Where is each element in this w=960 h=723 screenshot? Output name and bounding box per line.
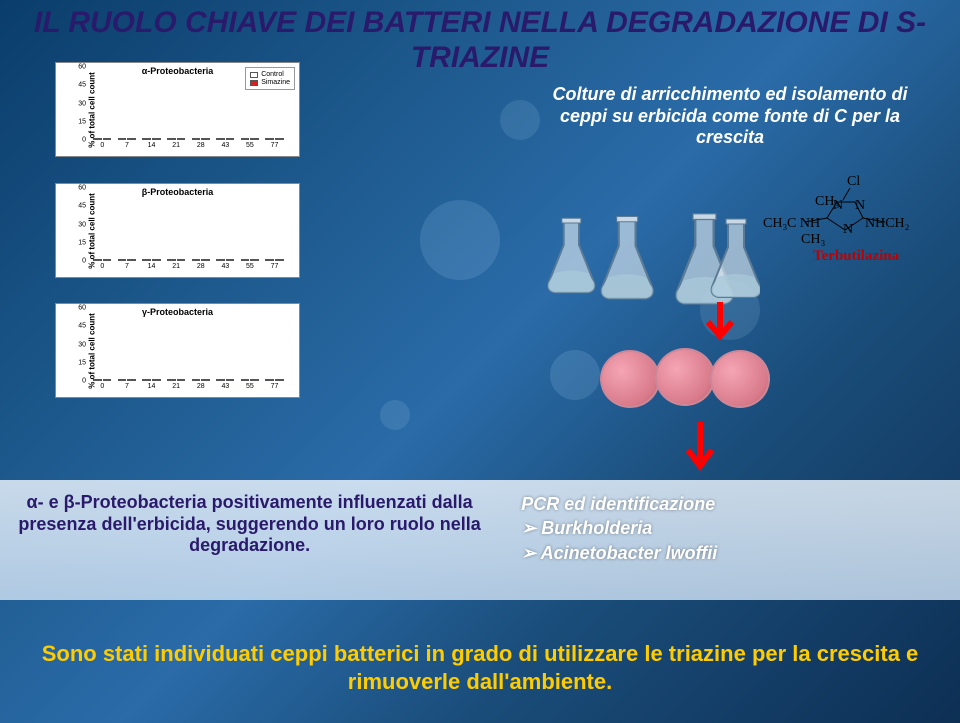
chart-2: % of total cell count0153045600714212843… — [55, 303, 300, 398]
arrow-flask-to-petri — [700, 300, 740, 350]
atom-ch3-bottom: CH₃ — [801, 232, 825, 248]
petri-dishes — [600, 340, 770, 420]
atom-n3: N — [843, 222, 853, 238]
atom-n1: N — [833, 198, 843, 214]
chart-title: γ-Proteobacteria — [56, 307, 299, 317]
enrichment-subtitle: Colture di arricchimento ed isolamento d… — [530, 84, 930, 149]
pcr-title: PCR ed identificazione — [521, 492, 938, 516]
conclusion-right: PCR ed identificazione Burkholderia Acin… — [499, 480, 960, 600]
chart-0: % of total cell count0153045600714212843… — [55, 62, 300, 157]
final-statement: Sono stati individuati ceppi batterici i… — [0, 640, 960, 695]
atom-ch3-left: CH₃ — [763, 216, 787, 232]
atom-n2: N — [855, 198, 865, 214]
chart-1: % of total cell count0153045600714212843… — [55, 183, 300, 278]
pcr-item-1: Acinetobacter lwoffii — [521, 541, 938, 565]
conclusion-left: α- e β-Proteobacteria positivamente infl… — [0, 480, 499, 600]
atom-nhch2: NHCH₂ — [865, 216, 910, 232]
chart-legend: ControlSimazine — [245, 67, 295, 90]
molecule-label: Terbutilazina — [813, 248, 899, 265]
arrow-petri-to-pcr — [680, 420, 720, 480]
chart-title: β-Proteobacteria — [56, 187, 299, 197]
flask-illustration — [540, 185, 760, 315]
pcr-item-0: Burkholderia — [521, 516, 938, 540]
conclusion-band: α- e β-Proteobacteria positivamente infl… — [0, 480, 960, 600]
atom-cl: Cl — [847, 174, 860, 190]
atom-cnh: C NH — [787, 216, 820, 232]
